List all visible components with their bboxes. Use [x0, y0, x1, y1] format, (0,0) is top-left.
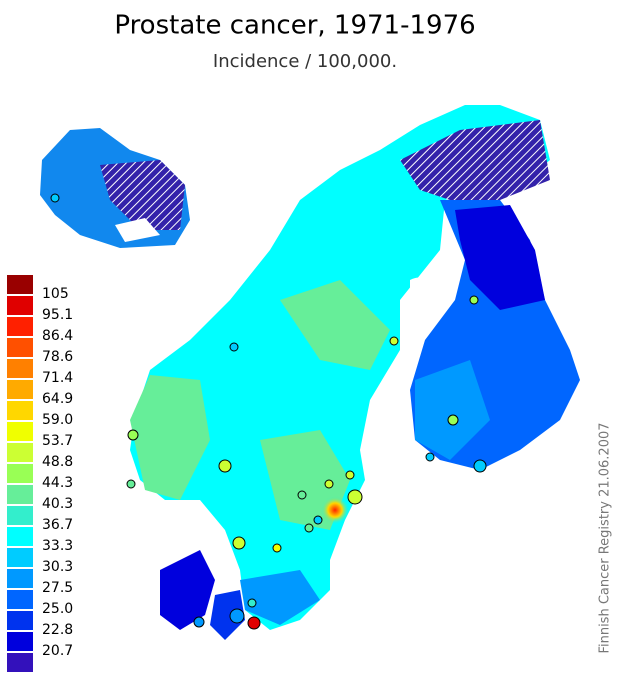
legend-label: 48.8	[42, 454, 73, 470]
legend-swatch	[7, 632, 33, 651]
west-norway	[130, 375, 210, 500]
legend-swatch	[7, 464, 33, 483]
legend-label: 78.6	[42, 349, 73, 365]
legend-label: 86.4	[42, 328, 73, 344]
legend-label: 53.7	[42, 433, 73, 449]
legend-label: 40.3	[42, 496, 73, 512]
jutland	[160, 550, 215, 630]
legend-label: 22.8	[42, 622, 73, 638]
south-sweden	[240, 570, 320, 625]
source-note: Finnish Cancer Registry 21.06.2007	[598, 422, 613, 653]
lapland	[455, 205, 545, 310]
legend-label: 105	[42, 286, 69, 302]
map	[40, 105, 580, 640]
legend-label: 27.5	[42, 580, 73, 596]
legend-swatch	[7, 548, 33, 567]
legend-swatch	[7, 422, 33, 441]
legend-label: 33.3	[42, 538, 73, 554]
municipal-markers	[50, 193, 487, 630]
legend-label: 36.7	[42, 517, 73, 533]
legend-swatch	[7, 401, 33, 420]
legend-label: 59.0	[42, 412, 73, 428]
legend-swatch	[7, 569, 33, 588]
legend-swatch	[7, 380, 33, 399]
legend-label: 30.3	[42, 559, 73, 575]
legend-swatch	[7, 359, 33, 378]
legend: 105 95.1 86.4 78.6 71.4 64.9 59.0 53.7 48.8 44.3 4…	[7, 275, 73, 672]
gulf-of-bothnia	[410, 277, 440, 323]
legend-swatch	[7, 317, 33, 336]
legend-label: 44.3	[42, 475, 73, 491]
legend-swatch	[7, 296, 33, 315]
legend-label: 20.7	[42, 643, 73, 659]
legend-swatch	[7, 611, 33, 630]
legend-swatch	[7, 653, 33, 672]
legend-swatch	[7, 527, 33, 546]
legend-swatch	[7, 590, 33, 609]
subtitle: Incidence / 100,000.	[213, 51, 397, 72]
title: Prostate cancer, 1971-1976	[114, 11, 475, 41]
legend-swatch	[7, 443, 33, 462]
hotspot	[321, 496, 349, 524]
legend-swatch	[7, 506, 33, 525]
glacier	[115, 218, 160, 242]
central-sweden	[280, 280, 390, 370]
legend-label: 71.4	[42, 370, 73, 386]
legend-label: 64.9	[42, 391, 73, 407]
legend-swatch	[7, 485, 33, 504]
iceland-hatch	[100, 160, 185, 230]
legend-label: 95.1	[42, 307, 73, 323]
legend-swatch	[7, 338, 33, 357]
legend-swatch	[7, 275, 33, 294]
southwest-finland	[415, 360, 490, 460]
zealand	[210, 590, 245, 640]
finnmark	[400, 120, 550, 200]
scandinavia	[130, 105, 550, 630]
legend-label: 25.0	[42, 601, 73, 617]
